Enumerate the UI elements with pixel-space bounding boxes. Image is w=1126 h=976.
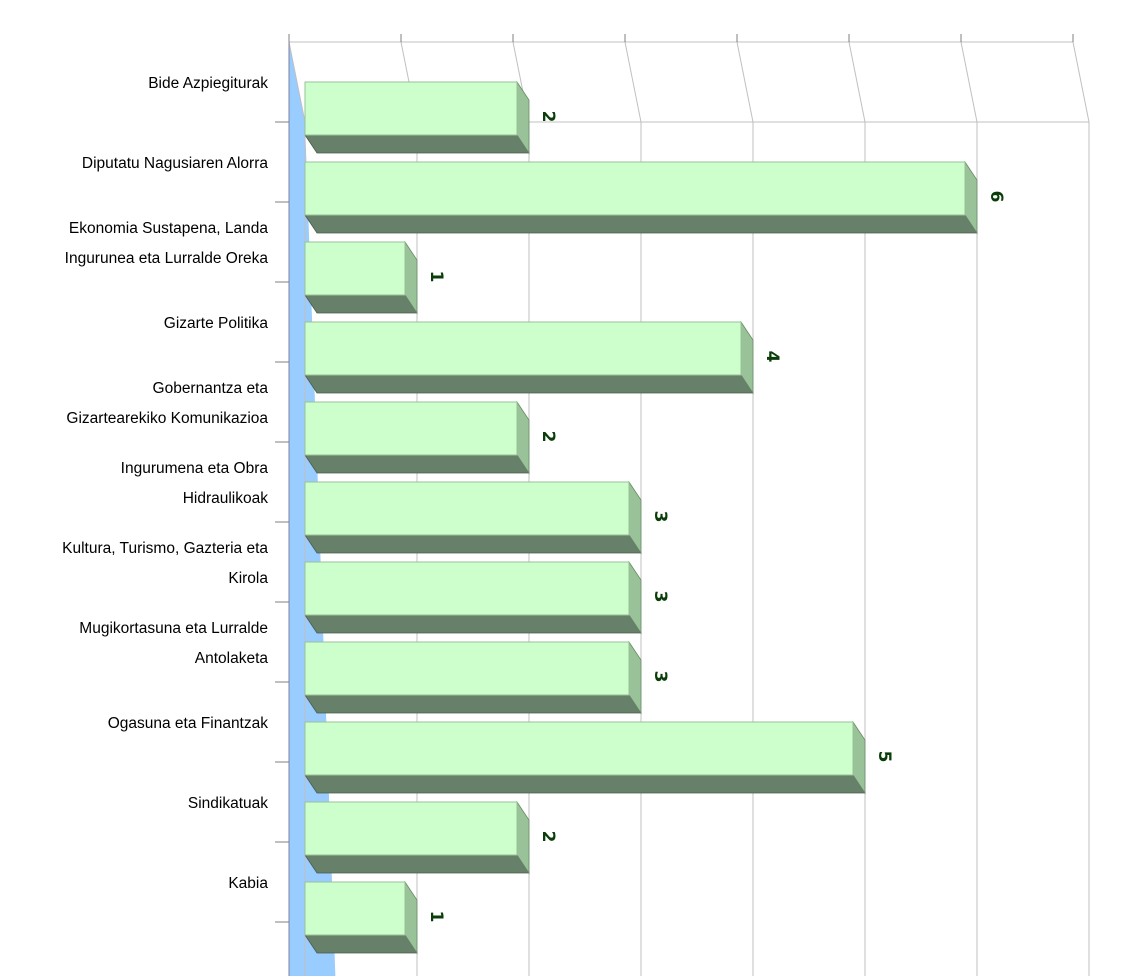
category-label: Sindikatuak <box>188 795 268 812</box>
bar <box>304 320 754 395</box>
bar <box>304 240 418 315</box>
axis-lines <box>275 41 1089 976</box>
bar-front-face <box>304 241 406 296</box>
bar-bottom-face <box>304 934 418 954</box>
category-label: Bide Azpiegiturak <box>148 75 268 92</box>
bar-bottom-face <box>304 454 530 474</box>
bar-bottom-face <box>304 134 530 154</box>
gridline-depth <box>736 41 754 123</box>
bar-front-face <box>304 881 406 936</box>
data-label: 1 <box>426 911 446 923</box>
category-label: Antolaketa <box>195 650 269 667</box>
gridline-depth <box>1072 41 1090 123</box>
gridline-depth <box>960 41 978 123</box>
category-label: Mugikortasuna eta Lurralde <box>79 620 268 637</box>
bar <box>304 880 418 955</box>
bar-front-face <box>304 481 630 536</box>
category-label: Ingurunea eta Lurralde Oreka <box>65 250 269 267</box>
bar-bottom-face <box>304 534 642 554</box>
data-label: 3 <box>650 591 670 603</box>
gridline-depth <box>624 41 642 123</box>
bar <box>304 560 642 635</box>
bar <box>304 640 642 715</box>
category-label: Gobernantza eta <box>153 380 269 397</box>
data-labels: 2 6 1 4 2 3 3 3 5 2 1 <box>426 111 1006 923</box>
data-label: 5 <box>874 751 894 763</box>
data-label: 3 <box>650 511 670 523</box>
bar <box>304 400 530 475</box>
bar <box>304 800 530 875</box>
gridline-depth <box>288 41 306 123</box>
bars <box>304 80 978 955</box>
bar-bottom-face <box>304 374 754 394</box>
category-label: Diputatu Nagusiaren Alorra <box>82 155 268 172</box>
data-label: 2 <box>538 111 558 123</box>
category-label: Ogasuna eta Finantzak <box>108 715 269 732</box>
bar-bottom-face <box>304 774 866 794</box>
data-label: 2 <box>538 831 558 843</box>
x-axis-ticks: 01234567 <box>288 34 1074 42</box>
bar-front-face <box>304 81 518 136</box>
bar-front-face <box>304 721 854 776</box>
bar-front-face <box>304 401 518 456</box>
bar-bottom-face <box>304 614 642 634</box>
gridline-depth <box>848 41 866 123</box>
data-label: 1 <box>426 271 446 283</box>
bar-bottom-face <box>304 854 530 874</box>
category-label: Kabia <box>228 875 268 892</box>
bar-front-face <box>304 161 966 216</box>
bar <box>304 720 866 795</box>
bar-front-face <box>304 801 518 856</box>
category-label: Kirola <box>228 570 268 587</box>
bar-front-face <box>304 641 630 696</box>
category-labels: Bide Azpiegiturak Diputatu Nagusiaren Alo… <box>62 75 268 892</box>
data-label: 3 <box>650 671 670 683</box>
data-label: 6 <box>986 191 1006 203</box>
category-label: Kultura, Turismo, Gazteria eta <box>62 540 268 557</box>
data-label: 2 <box>538 431 558 443</box>
category-label: Ingurumena eta Obra <box>121 460 269 477</box>
bar-bottom-face <box>304 214 978 234</box>
bar-front-face <box>304 321 742 376</box>
category-label: Ekonomia Sustapena, Landa <box>69 220 268 237</box>
data-label: 4 <box>762 351 782 363</box>
category-label: Gizartearekiko Komunikazioa <box>66 410 268 427</box>
bar <box>304 480 642 555</box>
bar-front-face <box>304 561 630 616</box>
bar <box>304 160 978 235</box>
bar-bottom-face <box>304 294 418 314</box>
bar <box>304 80 530 155</box>
category-label: Hidraulikoak <box>183 490 269 507</box>
category-label: Gizarte Politika <box>164 315 269 332</box>
bar-bottom-face <box>304 694 642 714</box>
